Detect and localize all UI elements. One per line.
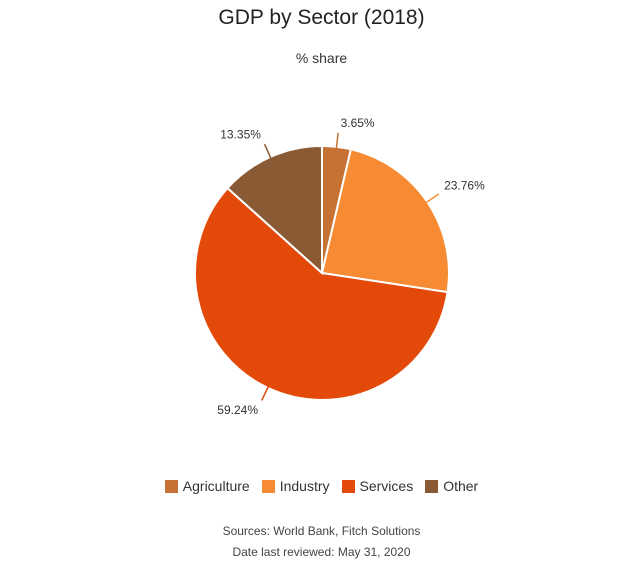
data-label-agriculture: 3.65%	[341, 116, 375, 130]
legend-item-industry[interactable]: Industry	[261, 478, 330, 494]
legend-label-other: Other	[443, 478, 479, 494]
leader-line-services	[261, 385, 270, 401]
legend-item-agriculture[interactable]: Agriculture	[164, 478, 250, 494]
data-label-other: 13.35%	[220, 128, 261, 142]
chart-title: GDP by Sector (2018)	[218, 6, 425, 29]
source-note: Sources: World Bank, Fitch Solutions	[222, 524, 421, 538]
legend-label-services: Services	[359, 478, 414, 494]
chart-legend: Agriculture Industry Services Other	[0, 478, 643, 494]
leader-line-industry	[425, 193, 440, 204]
legend-label-agriculture: Agriculture	[182, 478, 250, 494]
legend-item-services[interactable]: Services	[341, 478, 414, 494]
legend-swatch-agriculture	[164, 479, 178, 493]
pie-chart: 3.65% 23.76% 59.24% 13.35%	[194, 116, 485, 417]
review-date-note: Date last reviewed: May 31, 2020	[232, 545, 411, 559]
legend-swatch-industry	[261, 479, 275, 493]
legend-swatch-services	[341, 479, 355, 493]
legend-item-other[interactable]: Other	[425, 478, 478, 494]
legend-swatch-other	[425, 479, 439, 493]
chart-subtitle: % share	[295, 50, 348, 66]
data-label-services: 59.24%	[217, 403, 258, 417]
data-label-industry: 23.76%	[444, 179, 485, 193]
leader-line-agriculture	[335, 132, 339, 149]
legend-label-industry: Industry	[279, 478, 330, 494]
leader-line-other	[263, 143, 272, 160]
